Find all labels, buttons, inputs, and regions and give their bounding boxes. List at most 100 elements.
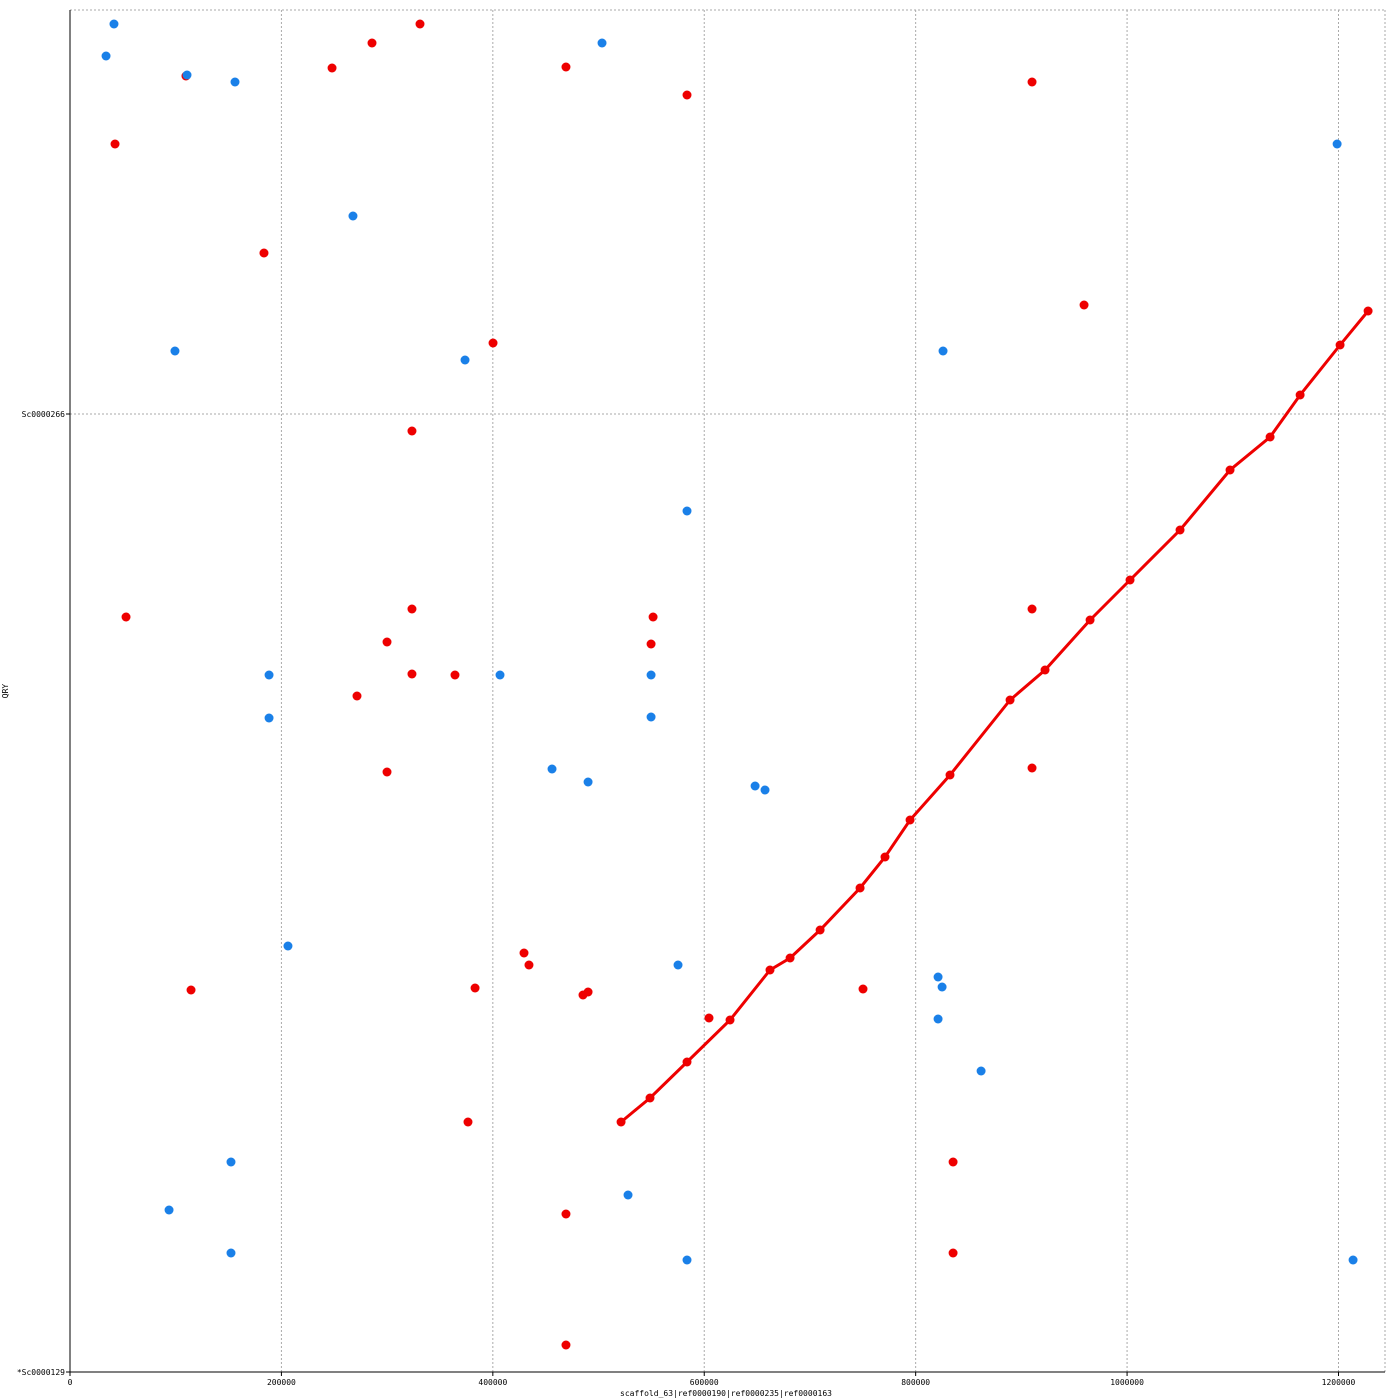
alignment-dot xyxy=(704,1013,714,1023)
alignment-dot xyxy=(415,19,425,29)
alignment-dot xyxy=(407,604,417,614)
alignment-dot xyxy=(1027,763,1037,773)
alignment-dot xyxy=(519,948,529,958)
alignment-dot xyxy=(164,1205,174,1215)
alignment-dot xyxy=(382,767,392,777)
alignment-dot xyxy=(1175,525,1185,535)
alignment-line xyxy=(620,310,1370,1124)
alignment-dot xyxy=(352,691,362,701)
alignment-dot xyxy=(382,637,392,647)
alignment-dot xyxy=(646,712,656,722)
alignment-dot xyxy=(283,941,293,951)
x-tick-label: 1000000 xyxy=(1110,1378,1144,1387)
alignment-dot xyxy=(488,338,498,348)
alignment-dot xyxy=(348,211,358,221)
alignment-dot xyxy=(583,777,593,787)
alignment-dot xyxy=(186,985,196,995)
alignment-dot xyxy=(938,346,948,356)
alignment-dot xyxy=(765,965,775,975)
alignment-dot xyxy=(1085,615,1095,625)
alignment-dot xyxy=(1005,695,1015,705)
alignment-dot xyxy=(1225,465,1235,475)
alignment-dot xyxy=(948,1248,958,1258)
y-axis-label: QRY xyxy=(1,684,10,699)
x-tick-label: 600000 xyxy=(690,1378,719,1387)
alignment-dot xyxy=(109,19,119,29)
alignment-dot xyxy=(597,38,607,48)
alignment-dot xyxy=(463,1117,473,1127)
alignment-dot xyxy=(578,990,588,1000)
y-tick-label: *Sc0000129 xyxy=(17,1368,65,1377)
alignment-dot xyxy=(976,1066,986,1076)
alignment-dot xyxy=(264,670,274,680)
alignment-dot xyxy=(948,1157,958,1167)
alignment-dot xyxy=(1079,300,1089,310)
alignment-dot xyxy=(682,1255,692,1265)
alignment-dot xyxy=(880,852,890,862)
x-tick-label: 800000 xyxy=(901,1378,930,1387)
alignment-dot xyxy=(407,669,417,679)
alignment-dot xyxy=(673,960,683,970)
alignment-dot xyxy=(937,982,947,992)
alignment-dot xyxy=(259,248,269,258)
x-tick-label: 1200000 xyxy=(1322,1378,1356,1387)
alignment-dot xyxy=(1295,390,1305,400)
alignment-dot xyxy=(1332,139,1342,149)
alignment-dot xyxy=(327,63,337,73)
alignment-dot xyxy=(450,670,460,680)
x-axis-label: scaffold_63|ref0000190|ref0000235|ref000… xyxy=(620,1389,832,1398)
alignment-dot xyxy=(1348,1255,1358,1265)
alignment-dot xyxy=(616,1117,626,1127)
alignment-dot xyxy=(858,984,868,994)
alignment-dot xyxy=(933,972,943,982)
x-tick-label: 400000 xyxy=(478,1378,507,1387)
alignment-dot xyxy=(547,764,557,774)
alignment-dot xyxy=(905,815,915,825)
alignment-dot xyxy=(101,51,111,61)
alignment-dot xyxy=(407,426,417,436)
alignment-dot xyxy=(1027,604,1037,614)
alignment-dot xyxy=(682,506,692,516)
alignment-dot xyxy=(945,770,955,780)
alignment-dot xyxy=(750,781,760,791)
alignment-dot xyxy=(1027,77,1037,87)
alignment-dot xyxy=(495,670,505,680)
alignment-dot xyxy=(110,139,120,149)
alignment-dot xyxy=(1125,575,1135,585)
alignment-dot xyxy=(785,953,795,963)
alignment-dot xyxy=(623,1190,633,1200)
x-tick-label: 0 xyxy=(68,1378,73,1387)
alignment-dot xyxy=(230,77,240,87)
alignment-dot xyxy=(646,670,656,680)
alignment-dot xyxy=(1040,665,1050,675)
alignment-dot xyxy=(933,1014,943,1024)
alignment-dot xyxy=(182,70,192,80)
alignment-dot xyxy=(1363,306,1373,316)
alignment-dot xyxy=(561,1209,571,1219)
alignment-dot xyxy=(645,1093,655,1103)
alignment-dot xyxy=(170,346,180,356)
alignment-dot xyxy=(470,983,480,993)
alignment-dot xyxy=(460,355,470,365)
alignment-dot xyxy=(121,612,131,622)
alignment-dot xyxy=(1265,432,1275,442)
alignment-dot xyxy=(367,38,377,48)
alignment-dot xyxy=(815,925,825,935)
alignment-dot xyxy=(226,1157,236,1167)
alignment-dot xyxy=(1335,340,1345,350)
alignment-dot xyxy=(524,960,534,970)
alignment-dot xyxy=(226,1248,236,1258)
alignment-dot xyxy=(682,90,692,100)
y-tick-label: Sc0000266 xyxy=(22,410,66,419)
alignment-dot xyxy=(682,1057,692,1067)
alignment-dot xyxy=(561,62,571,72)
alignment-dot xyxy=(855,883,865,893)
alignment-dot xyxy=(725,1015,735,1025)
x-tick-label: 200000 xyxy=(267,1378,296,1387)
alignment-dot xyxy=(648,612,658,622)
alignment-dot xyxy=(760,785,770,795)
alignment-dot xyxy=(646,639,656,649)
alignment-dot xyxy=(561,1340,571,1350)
alignment-dot xyxy=(264,713,274,723)
